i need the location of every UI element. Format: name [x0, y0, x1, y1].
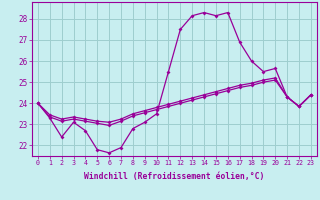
X-axis label: Windchill (Refroidissement éolien,°C): Windchill (Refroidissement éolien,°C) [84, 172, 265, 181]
